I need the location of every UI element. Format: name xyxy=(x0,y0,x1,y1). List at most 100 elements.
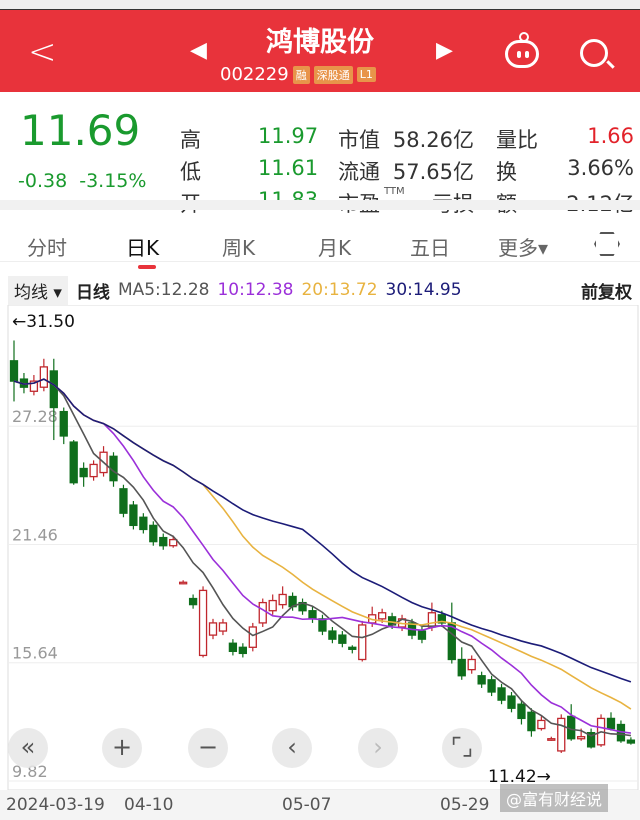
fast-back-button[interactable]: « xyxy=(8,728,48,768)
candle-down xyxy=(338,634,347,644)
candle-down xyxy=(9,360,19,382)
ma-selector[interactable]: 均线 ▾ xyxy=(8,275,68,305)
robot-assistant-icon[interactable] xyxy=(505,32,539,68)
price-change: -0.38 -3.15% xyxy=(18,170,146,192)
candle-up xyxy=(178,581,188,585)
candle-down xyxy=(59,410,68,437)
watermark: @富有财经说 xyxy=(500,784,609,812)
candle-up xyxy=(29,380,39,392)
scroll-right-button[interactable]: › xyxy=(358,728,398,768)
candle-down xyxy=(497,687,506,701)
quote-value: 58.26亿 xyxy=(392,128,474,152)
candle-up xyxy=(258,601,267,624)
tab-weekly-k[interactable]: 周K xyxy=(222,236,256,260)
chart-frame xyxy=(7,305,639,790)
candle-up xyxy=(547,738,556,741)
candle-down xyxy=(228,642,238,653)
candle-down xyxy=(417,630,427,640)
candle-down xyxy=(487,679,496,693)
candle-up xyxy=(278,593,287,606)
candle-up xyxy=(427,612,437,628)
header-bar: < ◀ 鸿博股份 ▶ 002229 融 深股通 L1 xyxy=(0,10,640,92)
candle-down xyxy=(238,646,248,655)
scroll-left-button[interactable]: ‹ xyxy=(272,728,312,768)
candle-up xyxy=(358,624,367,661)
current-price: 11.69 xyxy=(20,106,141,155)
next-stock-arrow-icon[interactable]: ▶ xyxy=(436,38,453,63)
date-label: 04-10 xyxy=(124,795,174,815)
tab-monthly-k[interactable]: 月K xyxy=(318,236,352,260)
candle-down xyxy=(129,504,138,527)
ma-legend: 均线 ▾ 日线 MA5:12.28 10:12.38 20:13.72 30:1… xyxy=(0,275,640,305)
candle-down xyxy=(626,739,636,744)
search-icon[interactable] xyxy=(580,39,608,67)
candle-up xyxy=(39,366,48,388)
ma5-value: MA5:12.28 xyxy=(117,280,210,300)
tab-intraday[interactable]: 分时 xyxy=(27,236,67,260)
ma10-value: 10:12.38 xyxy=(217,280,294,300)
candle-up xyxy=(467,658,476,671)
tab-more[interactable]: 更多▾ xyxy=(498,236,549,260)
candle-down xyxy=(149,524,158,543)
status-gap xyxy=(0,0,640,10)
candle-down xyxy=(507,695,516,709)
candle-down xyxy=(139,516,148,531)
candle-down xyxy=(328,630,337,640)
candle-down xyxy=(517,703,526,720)
quote-value: 1.66 xyxy=(587,124,634,148)
candle-up xyxy=(537,719,546,730)
candle-down xyxy=(69,441,78,484)
candle-down xyxy=(437,614,447,624)
candle-down xyxy=(119,488,128,514)
zoom-in-button[interactable]: + xyxy=(102,728,142,768)
y-tick-label: 21.46 xyxy=(12,525,58,544)
candle-up xyxy=(208,622,218,636)
quote-panel: 11.69 -0.38 -3.15% 高 11.97 市值 58.26亿 量比 1.66 低… xyxy=(0,92,640,216)
date-label: 05-29 xyxy=(440,795,490,815)
candle-down xyxy=(308,610,317,620)
quote-label: 市值 xyxy=(338,128,380,152)
quote-value: 11.61 xyxy=(258,156,319,180)
candle-up xyxy=(198,589,208,657)
date-label: 05-07 xyxy=(282,795,332,815)
candle-up xyxy=(377,612,387,620)
back-chevron-icon[interactable]: < xyxy=(28,32,57,72)
candle-down xyxy=(188,597,198,606)
ttm-label: TTM xyxy=(384,186,405,197)
quote-label: 高 xyxy=(180,128,201,152)
quote-value: 3.66% xyxy=(567,156,634,180)
quote-label: 低 xyxy=(180,160,201,184)
fullscreen-button[interactable]: ⌜⌟ xyxy=(442,728,482,768)
candle-up xyxy=(218,622,228,632)
tab-five-day[interactable]: 五日 xyxy=(410,236,450,260)
stock-code-row: 002229 融 深股通 L1 xyxy=(220,64,376,85)
change-value: -0.38 xyxy=(18,170,68,192)
candle-down xyxy=(348,646,357,650)
min-price-label: 11.42→ xyxy=(488,767,551,787)
period-label: 日线 xyxy=(75,282,110,303)
candle-up xyxy=(557,717,566,752)
candle-down xyxy=(79,467,88,478)
stock-code: 002229 xyxy=(220,64,289,85)
candle-up xyxy=(169,538,178,547)
candle-down xyxy=(49,370,58,409)
prev-stock-arrow-icon[interactable]: ◀ xyxy=(190,38,207,63)
ma30-value: 30:14.95 xyxy=(385,280,462,300)
tag-margin: 融 xyxy=(292,65,310,84)
quote-value: 11.97 xyxy=(258,124,319,148)
settings-gear-icon[interactable] xyxy=(594,232,620,256)
chart-tabs: 分时 日K 周K 月K 五日 更多▾ xyxy=(0,210,640,269)
tab-daily-k[interactable]: 日K xyxy=(126,232,159,269)
candle-down xyxy=(318,618,327,632)
quote-label: 量比 xyxy=(496,128,538,152)
max-price-label: ←31.50 xyxy=(12,312,75,332)
change-pct: -3.15% xyxy=(79,170,147,192)
candle-down xyxy=(159,536,168,547)
divider xyxy=(0,200,640,210)
ma10-line xyxy=(13,378,631,734)
zoom-out-button[interactable]: − xyxy=(188,728,228,768)
quote-label: 流通 xyxy=(338,160,380,184)
adjust-mode[interactable]: 前复权 xyxy=(581,282,632,303)
ma30-line xyxy=(13,378,632,683)
